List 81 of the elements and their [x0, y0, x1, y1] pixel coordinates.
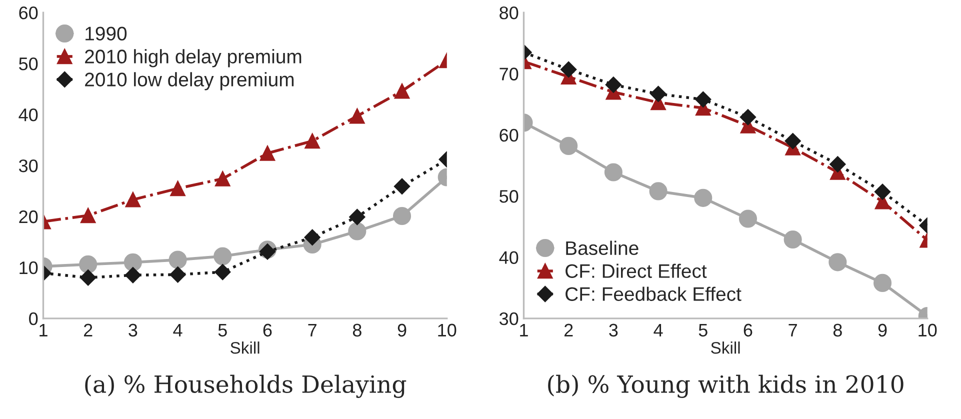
point [304, 229, 320, 246]
text: (a) % Households Delaying [85, 374, 406, 398]
y-tick-label: 10 [20, 261, 38, 274]
point [605, 76, 622, 93]
y-tick-label: 80 [500, 6, 518, 20]
point [124, 253, 142, 272]
point [560, 61, 577, 78]
x-tick-label: 4 [173, 324, 182, 336]
point [260, 146, 276, 161]
point [828, 253, 847, 272]
x-tick-label: 5 [698, 324, 708, 337]
y-tick-label: 20 [19, 210, 38, 224]
point [392, 206, 412, 225]
legend-label: 1990 [86, 26, 127, 40]
point [740, 109, 756, 126]
x-tick-label: 2 [84, 324, 92, 336]
x-tick-label: 8 [352, 324, 362, 337]
point [560, 136, 578, 155]
point [214, 264, 231, 280]
point [304, 133, 320, 149]
point [394, 83, 410, 99]
point [259, 244, 276, 260]
point [695, 91, 712, 108]
point [125, 192, 141, 208]
point [650, 86, 666, 102]
y-tick-label: 40 [18, 108, 38, 122]
point [738, 210, 758, 228]
point [394, 178, 410, 194]
x-tick-label: 7 [308, 324, 316, 336]
point [350, 108, 365, 124]
legend-label: Baseline [566, 240, 638, 256]
point [80, 208, 96, 224]
point [124, 267, 141, 284]
point [784, 132, 801, 150]
point [649, 182, 668, 200]
x-tick-label: 1 [40, 324, 48, 336]
x-tick-label: 10 [438, 324, 456, 337]
x-tick-label: 1 [520, 324, 528, 336]
x-axis-title: Skill [711, 342, 740, 354]
y-tick-label: 30 [18, 159, 38, 172]
point [79, 255, 98, 274]
point [214, 171, 230, 186]
legend-label: CF: Direct Effect [566, 264, 707, 278]
x-axis-title: Skill [230, 342, 260, 354]
legend-label: 2010 low delay premium [85, 72, 294, 90]
point [348, 222, 366, 240]
point [170, 266, 186, 283]
point [214, 247, 232, 266]
point [694, 188, 712, 207]
x-tick-label: 2 [564, 324, 573, 336]
x-tick-label: 3 [609, 324, 618, 337]
point [873, 274, 892, 292]
point [874, 184, 891, 200]
x-tick-label: 3 [128, 324, 138, 337]
y-tick-label: 40 [499, 251, 518, 264]
x-tick-label: 9 [878, 324, 887, 337]
y-tick-label: 60 [500, 128, 518, 142]
x-tick-label: 6 [263, 324, 272, 337]
y-tick-label: 0 [29, 312, 38, 326]
x-tick-label: 4 [654, 324, 663, 336]
text: (b) % Young with kids in 2010 [548, 374, 904, 398]
legend-label: 2010 high delay premium [85, 49, 302, 68]
y-tick-label: 60 [19, 6, 38, 20]
point [830, 156, 846, 172]
point [80, 270, 96, 286]
point [168, 250, 187, 269]
y-tick-label: 50 [19, 57, 38, 70]
x-tick-label: 8 [833, 324, 842, 337]
x-tick-label: 10 [918, 324, 937, 337]
legend-label: CF: Feedback Effect [566, 286, 742, 301]
x-tick-label: 5 [218, 324, 227, 337]
x-tick-label: 9 [398, 324, 406, 337]
point [784, 230, 802, 249]
point [349, 208, 366, 226]
point [170, 180, 186, 196]
point [604, 163, 622, 182]
x-tick-label: 7 [788, 324, 797, 336]
y-tick-label: 30 [499, 312, 518, 326]
y-tick-label: 50 [500, 190, 518, 203]
x-tick-label: 6 [744, 324, 752, 337]
y-tick-label: 70 [500, 68, 518, 80]
